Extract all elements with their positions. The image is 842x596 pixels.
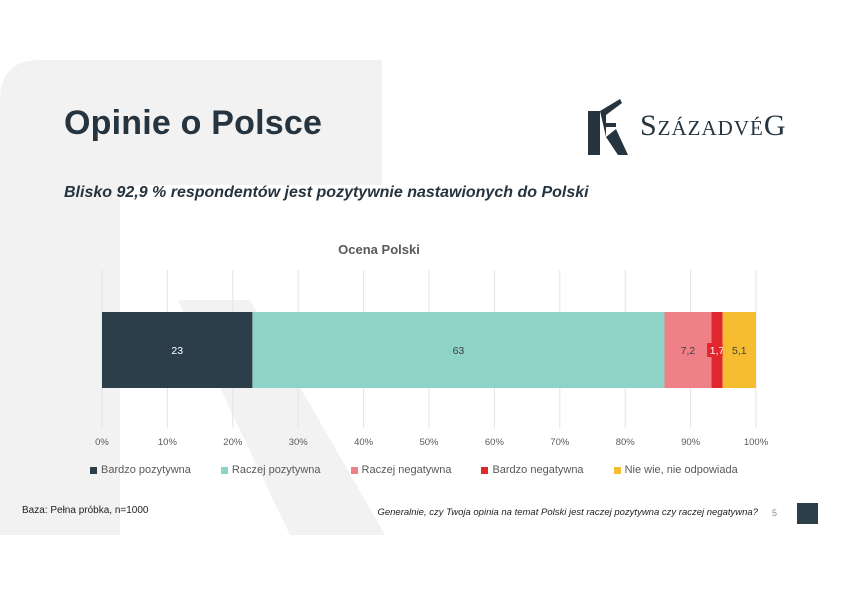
x-tick-label: 100% (744, 437, 769, 448)
x-tick-label: 10% (158, 437, 178, 448)
company-logo: SzázadvéG (586, 97, 787, 155)
base-note: Baza: Pełna próbka, n=1000 (22, 505, 149, 516)
legend-label: Nie wie, nie odpowiada (624, 464, 738, 476)
data-label: 1,7 (710, 345, 725, 357)
data-label-background (707, 343, 728, 357)
survey-question: Generalnie, czy Twoja opinia na temat Po… (377, 507, 758, 518)
bar-segment (102, 312, 253, 388)
chart-title: Ocena Polski (338, 242, 420, 257)
legend-swatch (481, 466, 489, 474)
legend-item: Bardzo negatywna (481, 464, 584, 476)
x-tick-label: 50% (419, 437, 439, 448)
page-marker (797, 503, 818, 524)
x-tick-label: 30% (289, 437, 309, 448)
legend-label: Raczej negatywna (361, 464, 452, 476)
bar-segment (664, 312, 712, 388)
x-tick-label: 90% (681, 437, 701, 448)
legend-item: Raczej negatywna (350, 464, 452, 476)
legend-swatch (90, 466, 97, 474)
data-label: 7,2 (681, 345, 696, 357)
x-tick-label: 60% (485, 437, 505, 448)
chart-bars: 23 63 7,2 1,7 5,1 (102, 312, 756, 388)
x-tick-label: 80% (616, 437, 636, 448)
chart-legend: Bardzo pozytywna Raczej pozytywna Raczej n… (90, 464, 768, 476)
chart-x-axis: 0% 10% 20% 30% 40% 50% 60% 70% 80% 90% 100% (95, 437, 769, 448)
page-number: 5 (772, 508, 778, 518)
logo-mark-icon (588, 99, 628, 155)
legend-label: Bardzo pozytywna (101, 464, 191, 476)
x-tick-label: 70% (550, 437, 570, 448)
bar-segment (252, 312, 665, 388)
legend-swatch (220, 466, 228, 474)
x-tick-label: 20% (223, 437, 243, 448)
legend-swatch (350, 466, 358, 474)
x-tick-label: 0% (95, 437, 109, 448)
legend-item: Raczej pozytywna (220, 464, 321, 476)
bar-segment (722, 312, 756, 388)
data-label: 23 (171, 345, 183, 357)
page-title: Opinie o Polsce (64, 104, 323, 142)
stacked-bar-chart: Ocena Polski 23 63 7,2 1,7 5,1 0% 10% 20% 30% 40… (95, 242, 769, 448)
logo-text: SzázadvéG (640, 109, 787, 142)
legend-item: Nie wie, nie odpowiada (613, 464, 738, 476)
legend-label: Bardzo negatywna (492, 464, 584, 476)
legend-label: Raczej pozytywna (231, 464, 321, 476)
slide-subtitle: Blisko 92,9 % respondentów jest pozytywn… (64, 184, 589, 201)
x-tick-label: 40% (354, 437, 374, 448)
legend-swatch (613, 466, 621, 474)
legend-item: Bardzo pozytywna (90, 464, 191, 476)
data-label: 63 (453, 345, 465, 357)
data-label: 5,1 (732, 345, 747, 357)
slide: Opinie o Polsce SzázadvéG Blisko 92,9 % … (0, 60, 818, 535)
